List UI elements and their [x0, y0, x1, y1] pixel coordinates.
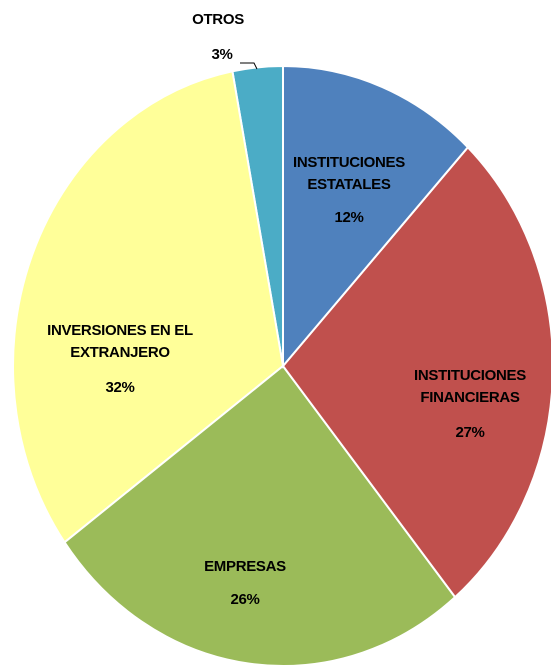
pie-slice [281, 145, 551, 599]
value-label: 26% [230, 591, 260, 608]
pie-slice [282, 64, 470, 369]
value-label: 27% [455, 424, 485, 441]
slice-label: INSTITUCIONES ESTATALES [293, 154, 405, 193]
slice-label: INVERSIONES EN EL EXTRANJERO [47, 322, 193, 361]
value-label: 12% [334, 209, 364, 226]
slice-label: OTROS [192, 11, 244, 28]
pie-slice [12, 70, 285, 544]
slice-label: INSTITUCIONES FINANCIERAS [414, 367, 526, 406]
leader-line [240, 62, 258, 70]
value-label: 3% [211, 46, 233, 63]
value-label: 32% [105, 379, 135, 396]
pie-slice [63, 364, 457, 667]
slice-label: EMPRESAS [204, 558, 286, 575]
